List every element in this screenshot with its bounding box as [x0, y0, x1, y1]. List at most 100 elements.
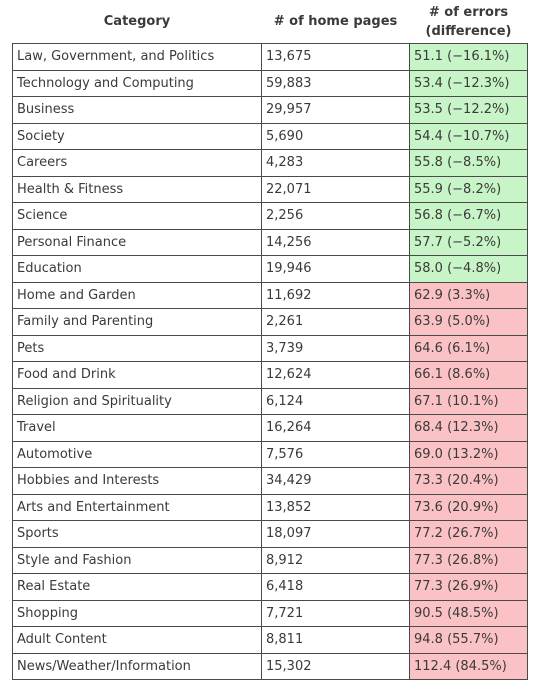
home-pages-cell: 8,811: [261, 626, 410, 654]
table-row: Style and Fashion 8,912 77.3 (26.8%): [12, 546, 528, 574]
table-body: Law, Government, and Politics 13,675 51.1 …: [12, 43, 528, 680]
home-pages-cell: 8,912: [261, 546, 410, 574]
home-pages-cell: 7,576: [261, 440, 410, 468]
category-cell: Arts and Entertainment: [12, 493, 262, 521]
table-row: Technology and Computing 59,883 53.4 (−12.…: [12, 69, 528, 97]
home-pages-cell: 14,256: [261, 228, 410, 256]
table-row: Business 29,957 53.5 (−12.2%): [12, 96, 528, 124]
table-row: Real Estate 6,418 77.3 (26.9%): [12, 573, 528, 601]
header-category: Category: [12, 0, 262, 44]
errors-cell: 51.1 (−16.1%): [409, 43, 528, 71]
home-pages-cell: 13,675: [261, 43, 410, 71]
home-pages-cell: 11,692: [261, 281, 410, 309]
errors-cell: 73.6 (20.9%): [409, 493, 528, 521]
errors-cell: 54.4 (−10.7%): [409, 122, 528, 150]
category-cell: Science: [12, 202, 262, 230]
table-row: Science 2,256 56.8 (−6.7%): [12, 202, 528, 230]
errors-cell: 77.3 (26.8%): [409, 546, 528, 574]
category-cell: Health & Fitness: [12, 175, 262, 203]
table-row: Hobbies and Interests 34,429 73.3 (20.4%): [12, 467, 528, 495]
category-cell: Pets: [12, 334, 262, 362]
errors-cell: 77.3 (26.9%): [409, 573, 528, 601]
table-row: Personal Finance 14,256 57.7 (−5.2%): [12, 228, 528, 256]
table-row: Law, Government, and Politics 13,675 51.1 …: [12, 43, 528, 71]
errors-cell: 67.1 (10.1%): [409, 387, 528, 415]
table-row: Home and Garden 11,692 62.9 (3.3%): [12, 281, 528, 309]
home-pages-cell: 6,418: [261, 573, 410, 601]
header-errors-line2: (difference): [425, 23, 512, 39]
table-row: Society 5,690 54.4 (−10.7%): [12, 122, 528, 150]
errors-cell: 73.3 (20.4%): [409, 467, 528, 495]
errors-cell: 77.2 (26.7%): [409, 520, 528, 548]
category-cell: Religion and Spirituality: [12, 387, 262, 415]
table-row: Education 19,946 58.0 (−4.8%): [12, 255, 528, 283]
errors-cell: 63.9 (5.0%): [409, 308, 528, 336]
table-row: Sports 18,097 77.2 (26.7%): [12, 520, 528, 548]
errors-by-category-table: Category # of home pages # of errors (di…: [12, 0, 528, 680]
category-cell: Adult Content: [12, 626, 262, 654]
category-cell: Sports: [12, 520, 262, 548]
errors-cell: 66.1 (8.6%): [409, 361, 528, 389]
errors-cell: 62.9 (3.3%): [409, 281, 528, 309]
home-pages-cell: 29,957: [261, 96, 410, 124]
errors-cell: 112.4 (84.5%): [409, 652, 528, 680]
errors-cell: 56.8 (−6.7%): [409, 202, 528, 230]
table-row: Religion and Spirituality 6,124 67.1 (10.1…: [12, 387, 528, 415]
category-cell: Technology and Computing: [12, 69, 262, 97]
header-errors-line1: # of errors: [428, 4, 509, 20]
category-cell: Careers: [12, 149, 262, 177]
category-cell: Shopping: [12, 599, 262, 627]
errors-cell: 94.8 (55.7%): [409, 626, 528, 654]
category-cell: Automotive: [12, 440, 262, 468]
home-pages-cell: 59,883: [261, 69, 410, 97]
home-pages-cell: 16,264: [261, 414, 410, 442]
table-row: Arts and Entertainment 13,852 73.6 (20.9%): [12, 493, 528, 521]
table-row: Careers 4,283 55.8 (−8.5%): [12, 149, 528, 177]
errors-cell: 55.9 (−8.2%): [409, 175, 528, 203]
table-row: Pets 3,739 64.6 (6.1%): [12, 334, 528, 362]
home-pages-cell: 3,739: [261, 334, 410, 362]
errors-cell: 57.7 (−5.2%): [409, 228, 528, 256]
home-pages-cell: 2,256: [261, 202, 410, 230]
errors-cell: 58.0 (−4.8%): [409, 255, 528, 283]
header-home-pages: # of home pages: [261, 0, 410, 44]
errors-cell: 64.6 (6.1%): [409, 334, 528, 362]
category-cell: Food and Drink: [12, 361, 262, 389]
home-pages-cell: 34,429: [261, 467, 410, 495]
errors-cell: 90.5 (48.5%): [409, 599, 528, 627]
category-cell: News/Weather/Information: [12, 652, 262, 680]
table-row: Family and Parenting 2,261 63.9 (5.0%): [12, 308, 528, 336]
table-row: News/Weather/Information 15,302 112.4 (84.…: [12, 652, 528, 680]
header-row: Category # of home pages # of errors (di…: [12, 0, 528, 44]
header-errors: # of errors (difference): [409, 0, 528, 44]
table-row: Travel 16,264 68.4 (12.3%): [12, 414, 528, 442]
category-cell: Home and Garden: [12, 281, 262, 309]
table-row: Adult Content 8,811 94.8 (55.7%): [12, 626, 528, 654]
errors-cell: 53.4 (−12.3%): [409, 69, 528, 97]
home-pages-cell: 15,302: [261, 652, 410, 680]
table-row: Automotive 7,576 69.0 (13.2%): [12, 440, 528, 468]
errors-cell: 55.8 (−8.5%): [409, 149, 528, 177]
home-pages-cell: 13,852: [261, 493, 410, 521]
home-pages-cell: 4,283: [261, 149, 410, 177]
errors-cell: 53.5 (−12.2%): [409, 96, 528, 124]
category-cell: Business: [12, 96, 262, 124]
errors-cell: 68.4 (12.3%): [409, 414, 528, 442]
category-cell: Style and Fashion: [12, 546, 262, 574]
home-pages-cell: 5,690: [261, 122, 410, 150]
home-pages-cell: 22,071: [261, 175, 410, 203]
category-cell: Family and Parenting: [12, 308, 262, 336]
category-cell: Hobbies and Interests: [12, 467, 262, 495]
table-row: Shopping 7,721 90.5 (48.5%): [12, 599, 528, 627]
category-cell: Personal Finance: [12, 228, 262, 256]
category-cell: Real Estate: [12, 573, 262, 601]
table-row: Food and Drink 12,624 66.1 (8.6%): [12, 361, 528, 389]
table-row: Health & Fitness 22,071 55.9 (−8.2%): [12, 175, 528, 203]
category-cell: Society: [12, 122, 262, 150]
category-cell: Law, Government, and Politics: [12, 43, 262, 71]
errors-cell: 69.0 (13.2%): [409, 440, 528, 468]
home-pages-cell: 18,097: [261, 520, 410, 548]
category-cell: Travel: [12, 414, 262, 442]
home-pages-cell: 2,261: [261, 308, 410, 336]
home-pages-cell: 7,721: [261, 599, 410, 627]
